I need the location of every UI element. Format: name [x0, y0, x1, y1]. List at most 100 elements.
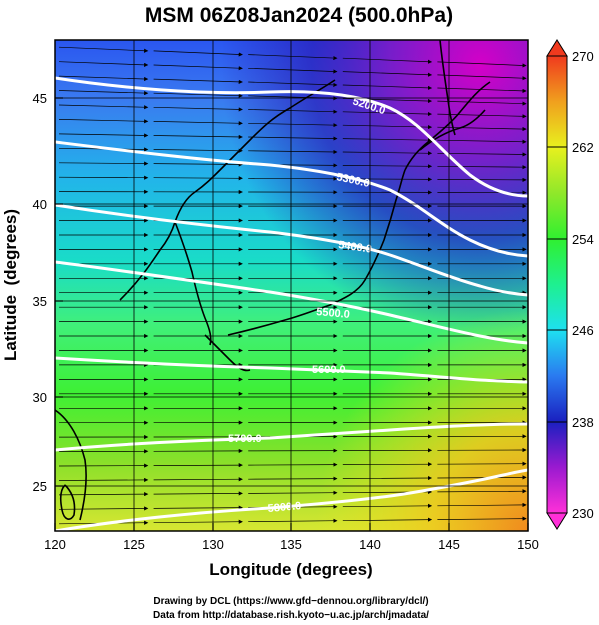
coastline-japan-hokkaido-east: [419, 109, 486, 151]
wind-streamline: [437, 139, 527, 144]
wind-streamline: [437, 165, 527, 170]
wind-streamline: [153, 50, 243, 57]
wind-streamline: [342, 475, 433, 481]
wind-streamline: [58, 104, 149, 110]
contour-line-5400: [55, 203, 528, 297]
wind-streamline: [153, 92, 243, 98]
wind-streamline: [437, 152, 527, 157]
y-tick-labels: 25 30 35 40 45: [33, 91, 47, 494]
colorbar-top-cap: [546, 39, 568, 57]
plot-area: 5200.0 5300.0 5400.0 5500.0 5600.0 5700.…: [55, 40, 528, 531]
wind-streamline: [153, 477, 243, 482]
wind-streamline: [248, 490, 338, 495]
wind-streamline: [342, 138, 433, 143]
chart-title: MSM 06Z08Jan2024 (500.0hPa): [145, 4, 453, 27]
credit-data-source: Data from http://database.rish.kyoto−u.a…: [153, 610, 429, 621]
coastline-sakhalin: [439, 40, 456, 136]
wind-streamline: [437, 113, 527, 119]
x-tick-label-140: 140: [359, 537, 381, 552]
coastline-japan-honshu: [227, 169, 406, 336]
wind-streamline: [248, 462, 338, 467]
colorbar-tick-label-230: 230: [572, 506, 594, 521]
wind-streamline: [342, 111, 433, 117]
wind-streamline: [342, 503, 433, 508]
wind-streamline: [437, 516, 527, 521]
wind-streamline: [437, 461, 527, 466]
y-tick-label-30: 30: [33, 390, 47, 405]
wind-streamline: [153, 78, 243, 84]
contour-labels: 5200.0 5300.0 5400.0 5500.0 5600.0 5700.…: [228, 95, 387, 515]
wind-streamline: [153, 519, 243, 524]
contour-label-5500: 5500.0: [316, 306, 351, 321]
wind-streamline: [153, 176, 243, 181]
wind-streamline: [248, 518, 338, 523]
wind-streamline: [153, 134, 243, 140]
colorbar-bottom-cap: [546, 512, 568, 530]
height-contours: [55, 76, 528, 531]
y-tick-label-45: 45: [33, 91, 47, 106]
colorbar-body: [546, 55, 568, 514]
wind-streamline: [437, 100, 527, 106]
wind-streamline: [437, 74, 527, 81]
wind-streamline: [248, 81, 338, 87]
warm-region: [55, 40, 528, 531]
wind-streamline: [437, 489, 527, 494]
wind-streamline: [58, 477, 149, 483]
wind-streamline: [248, 67, 338, 74]
contour-line-5300: [55, 140, 528, 258]
axis-ticks: [54, 97, 529, 531]
wind-streamline: [153, 505, 243, 510]
contour-label-5600: 5600.0: [312, 364, 346, 376]
wind-streamline: [248, 109, 338, 114]
wind-streamline: [153, 106, 243, 112]
wind-streamline: [248, 476, 338, 481]
wind-streamline: [248, 176, 338, 181]
wind-streamline: [342, 71, 433, 77]
x-tick-labels: 120 125 130 135 140 145 150: [44, 537, 539, 552]
contour-line-5700: [55, 422, 528, 452]
coastline-taiwan: [59, 484, 76, 520]
wind-streamline: [437, 61, 527, 68]
colorbar-tick-label-262: 262: [572, 140, 594, 155]
wind-streamline: [58, 90, 149, 96]
coastline-china-south: [55, 409, 87, 521]
wind-streamline: [58, 61, 149, 67]
x-tick-label-135: 135: [280, 537, 302, 552]
wind-streamline: [58, 46, 149, 53]
credit-drawing: Drawing by DCL (https://www.gfd−dennou.o…: [153, 596, 428, 607]
coastlines: [55, 40, 491, 521]
wind-streamline: [437, 87, 527, 93]
wind-streamline: [437, 502, 527, 508]
coastline-korea: [119, 79, 336, 301]
wind-streamline: [248, 54, 338, 61]
colorbar-tick-label-238: 238: [572, 415, 594, 430]
y-tick-label-25: 25: [33, 479, 47, 494]
y-tick-label-40: 40: [33, 197, 47, 212]
colorbar-tick-label-246: 246: [572, 323, 594, 338]
contour-line-5500: [55, 260, 528, 345]
y-axis-label: Latitude (degrees): [1, 209, 20, 361]
contour-line-5200: [55, 76, 528, 198]
colorbar-tick-label-270: 270: [572, 49, 594, 64]
wind-streamline: [153, 491, 243, 496]
wind-streamline: [58, 175, 149, 180]
contour-label-5700: 5700.0: [228, 433, 262, 445]
contour-label-5400: 5400.0: [338, 239, 373, 256]
wind-streamline: [58, 492, 149, 497]
x-tick-label-125: 125: [123, 537, 145, 552]
wind-streamline: [58, 161, 149, 166]
x-tick-label-145: 145: [438, 537, 460, 552]
wind-streamline: [153, 148, 243, 153]
x-axis-label: Longitude (degrees): [209, 560, 372, 579]
wind-streamline: [153, 162, 243, 167]
wind-streamline: [342, 84, 433, 90]
contour-label-5800: 5800.0: [267, 500, 302, 515]
x-tick-label-120: 120: [44, 537, 66, 552]
wind-streamline: [342, 517, 433, 522]
wind-streamline: [153, 463, 243, 468]
contour-line-5800: [55, 468, 528, 531]
y-tick-label-35: 35: [33, 294, 47, 309]
x-tick-label-130: 130: [202, 537, 224, 552]
colorbar-tick-label-254: 254: [572, 232, 594, 247]
